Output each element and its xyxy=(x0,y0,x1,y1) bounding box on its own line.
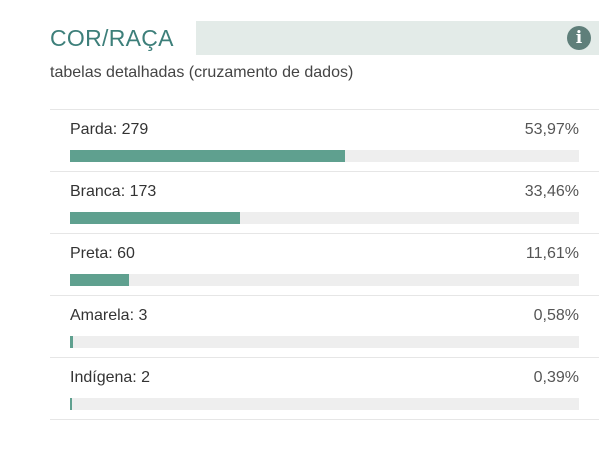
list-item: Branca: 173 33,46% xyxy=(50,171,599,233)
item-percent: 53,97% xyxy=(524,121,579,138)
list-item: Indígena: 2 0,39% xyxy=(50,357,599,420)
item-percent: 11,61% xyxy=(525,245,579,262)
widget-subtitle: tabelas detalhadas (cruzamento de dados) xyxy=(50,64,354,81)
progress-fill xyxy=(70,274,130,286)
list-item: Amarela: 3 0,58% xyxy=(50,295,599,357)
list-item: Preta: 60 11,61% xyxy=(50,233,599,295)
progress-track xyxy=(70,150,579,162)
stats-list: Parda: 279 53,97% Branca: 173 33,46% Pre… xyxy=(50,109,599,420)
item-label: Preta: 60 xyxy=(70,245,135,262)
item-label: Indígena: 2 xyxy=(70,369,151,386)
item-percent: 33,46% xyxy=(524,183,579,200)
progress-fill xyxy=(70,150,345,162)
item-percent: 0,58% xyxy=(533,307,579,324)
info-icon[interactable]: i xyxy=(567,26,591,50)
progress-track xyxy=(70,398,579,410)
progress-track xyxy=(70,212,579,224)
widget-title: COR/RAÇA xyxy=(50,20,182,56)
progress-track xyxy=(70,336,579,348)
widget-header: COR/RAÇA i xyxy=(50,20,599,56)
progress-fill xyxy=(70,336,73,348)
item-percent: 0,39% xyxy=(533,369,579,386)
progress-track xyxy=(70,274,579,286)
title-band xyxy=(196,21,599,55)
item-label: Parda: 279 xyxy=(70,121,149,138)
progress-fill xyxy=(70,398,73,410)
item-label: Amarela: 3 xyxy=(70,307,148,324)
progress-fill xyxy=(70,212,241,224)
item-label: Branca: 173 xyxy=(70,183,157,200)
list-item: Parda: 279 53,97% xyxy=(50,109,599,171)
